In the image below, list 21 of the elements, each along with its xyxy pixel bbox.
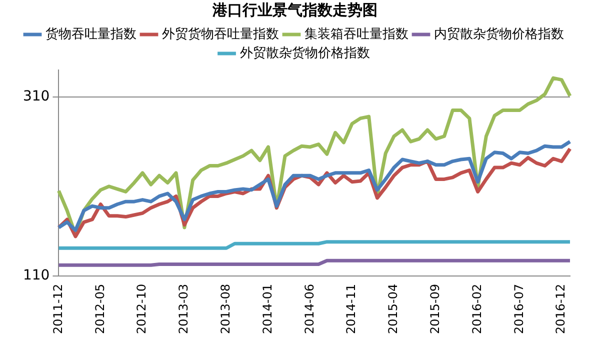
legend-label: 外贸散杂货物价格指数 (240, 46, 370, 61)
x-tick-label: 2012-10 (134, 284, 149, 334)
chart-title: 港口行业景气指数走势图 (212, 0, 378, 19)
x-tick-label: 2013-08 (218, 284, 232, 334)
x-tick-label: 2012-05 (92, 284, 107, 334)
legend-label: 集装箱吞吐量指数 (304, 26, 408, 42)
x-tick-label: 2015-04 (386, 284, 400, 334)
legend-label: 货物吞吐量指数 (46, 26, 136, 42)
x-tick-label: 2016-07 (512, 284, 526, 334)
legend-label: 外贸货物吞吐量指数 (162, 26, 279, 42)
x-tick-label: 2011-12 (50, 284, 65, 334)
x-tick-label: 2014-06 (302, 284, 316, 334)
y-tick-label: 310 (22, 88, 50, 104)
x-tick-label: 2014-01 (260, 284, 274, 334)
x-tick-label: 2016-02 (470, 284, 484, 334)
x-tick-label: 2014-11 (344, 284, 358, 334)
y-tick-label: 110 (22, 268, 50, 284)
x-tick-label: 2015-09 (428, 284, 442, 334)
x-tick-label: 2013-03 (176, 284, 191, 334)
legend-label: 内贸散杂货物价格指数 (434, 26, 564, 42)
x-tick-label: 2016-12 (554, 284, 568, 334)
